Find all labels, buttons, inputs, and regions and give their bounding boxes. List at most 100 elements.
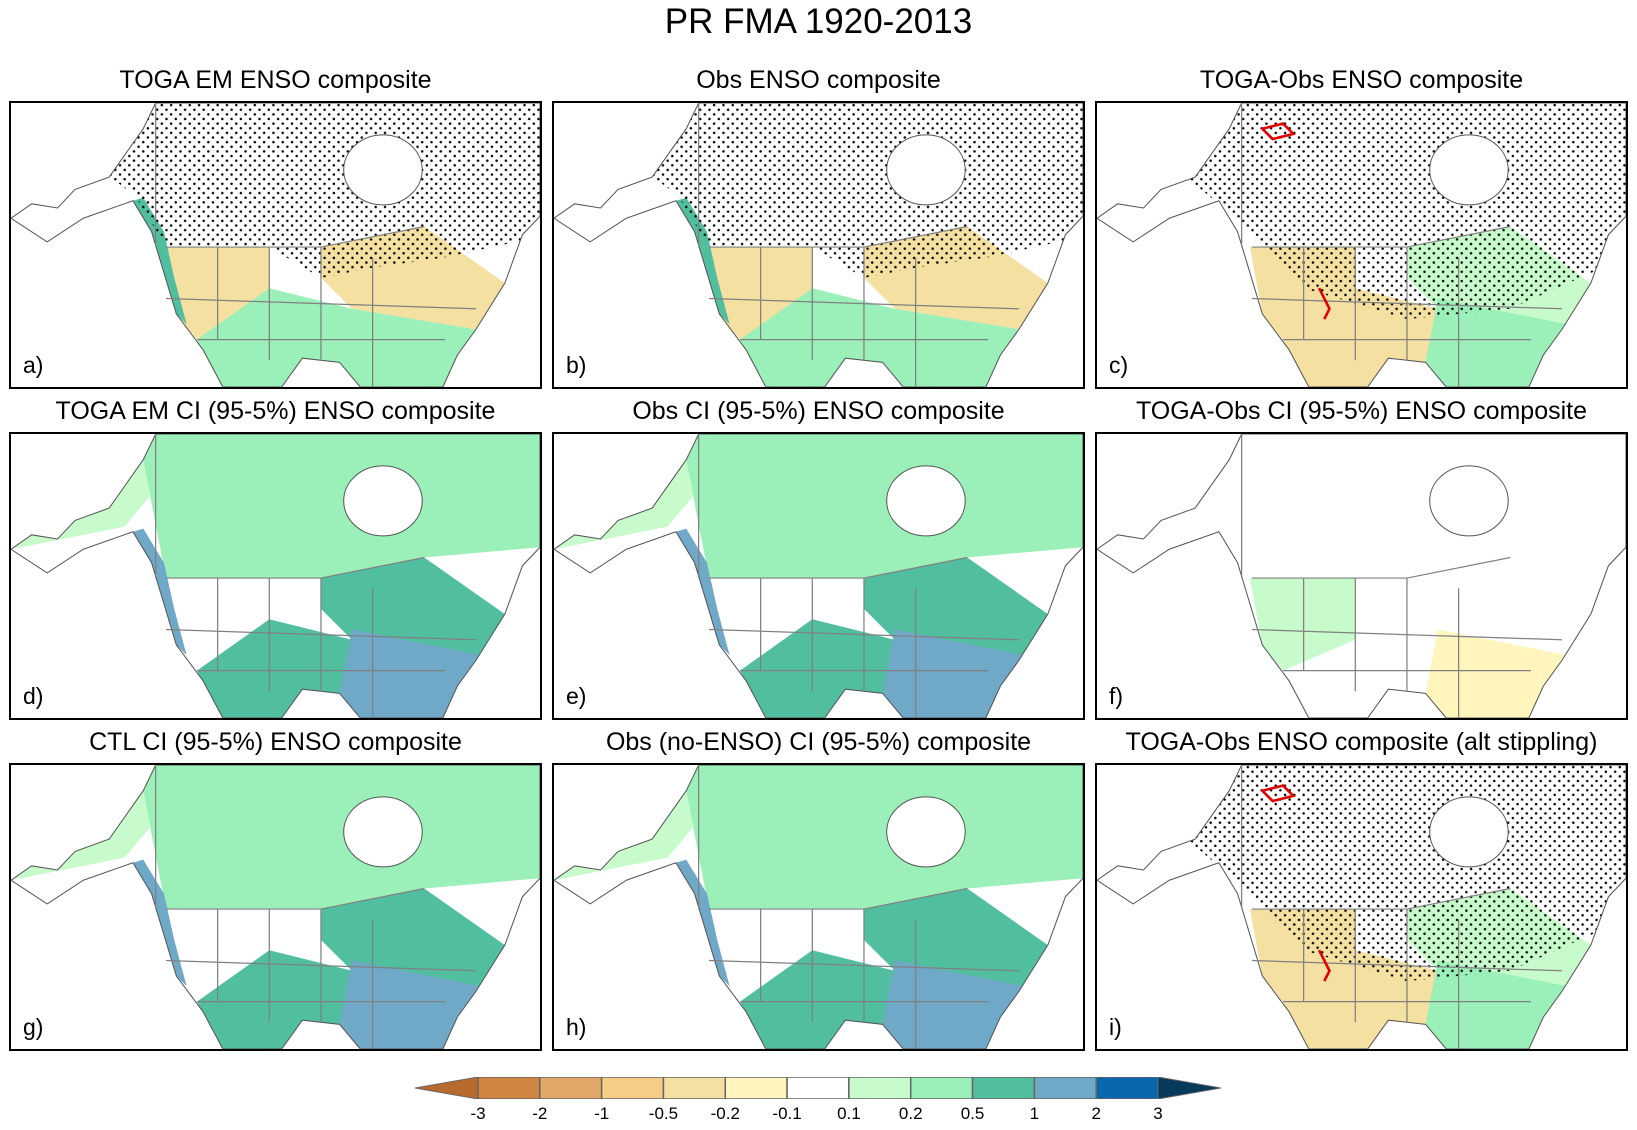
map-panel-c: c) <box>1095 101 1628 389</box>
panel-title-i: TOGA-Obs ENSO composite (alt stippling) <box>1125 728 1598 756</box>
panel-title-c: TOGA-Obs ENSO composite <box>1199 66 1524 94</box>
colorbar-tick-label: -0.5 <box>648 1104 679 1123</box>
map-panel-d: d) <box>9 432 542 720</box>
panel-title-d: TOGA EM CI (95-5%) ENSO composite <box>55 397 496 425</box>
stippling <box>1097 103 1626 320</box>
figure-title: PR FMA 1920-2013 <box>664 2 973 41</box>
hudson-bay <box>886 465 966 537</box>
state-borders <box>1241 434 1562 718</box>
colorbar-box <box>848 1077 912 1099</box>
hudson-bay <box>886 796 966 868</box>
hudson-bay <box>1429 796 1509 868</box>
stippling <box>554 103 1083 278</box>
colorbar-tick-label: -2 <box>532 1104 548 1123</box>
colorbar-tick-label: 0.5 <box>960 1104 985 1123</box>
shaded-region <box>739 288 1019 387</box>
stippling <box>11 103 540 278</box>
shaded-region <box>1229 434 1626 579</box>
shaded-region <box>686 434 1083 579</box>
map-panel-i: i) <box>1095 763 1628 1051</box>
panel-title-g: CTL CI (95-5%) ENSO composite <box>89 728 462 756</box>
stippling <box>1097 765 1626 982</box>
panel-label: d) <box>23 683 44 709</box>
shaded-region <box>675 859 730 987</box>
significance-contour <box>1259 784 1331 982</box>
panel-label: f) <box>1109 683 1124 709</box>
shaded-region <box>132 197 187 325</box>
panel-label: a) <box>23 352 44 378</box>
colorbar-box <box>662 1077 727 1099</box>
colorbar <box>415 1077 1221 1099</box>
panel-title-e: Obs CI (95-5%) ENSO composite <box>632 397 1005 425</box>
hudson-bay <box>1429 465 1509 537</box>
shaded-region <box>11 790 151 881</box>
shaded-region <box>882 960 1025 1049</box>
state-borders <box>1241 103 1562 387</box>
panel-label: b) <box>566 352 587 378</box>
map-panel-a: a) <box>9 101 542 389</box>
map-panel-f: f) <box>1095 432 1628 720</box>
hudson-bay <box>343 796 423 868</box>
panel-label: e) <box>566 683 587 709</box>
panel-title-b: Obs ENSO composite <box>696 66 941 94</box>
shaded-region <box>339 629 482 718</box>
shaded-region <box>675 197 730 325</box>
shaded-region <box>1425 629 1568 718</box>
hudson-bay <box>343 134 423 206</box>
shaded-region <box>196 288 476 387</box>
significance-contour <box>1259 122 1331 320</box>
panel-label: h) <box>566 1014 587 1040</box>
panel-label: g) <box>23 1014 44 1040</box>
shaded-region <box>686 765 1083 910</box>
colorbar-arrow-low <box>415 1077 479 1099</box>
colorbar-tick-label: 0.2 <box>898 1104 923 1123</box>
state-borders <box>698 765 1019 1049</box>
panel-title-a: TOGA EM ENSO composite <box>119 66 432 94</box>
colorbar-tick-label: 3 <box>1153 1104 1163 1123</box>
hudson-bay <box>886 134 966 206</box>
colorbar-box <box>786 1077 850 1099</box>
state-borders <box>698 434 1019 718</box>
colorbar-tick-label: 1 <box>1029 1104 1040 1123</box>
hudson-bay <box>1429 134 1509 206</box>
colorbar-tick-label: -3 <box>470 1104 486 1123</box>
map-panel-b: b) <box>552 101 1085 389</box>
colorbar-box <box>539 1077 603 1099</box>
colorbar-tick-label: -0.1 <box>772 1104 802 1123</box>
colorbar-box <box>1033 1077 1097 1099</box>
shaded-region <box>1425 298 1568 387</box>
panel-title-h: Obs (no-ENSO) CI (95-5%) composite <box>605 728 1032 756</box>
colorbar-box <box>971 1077 1036 1099</box>
state-borders <box>155 434 476 718</box>
state-borders <box>155 103 476 387</box>
colorbar-tick-label: 0.1 <box>837 1104 861 1123</box>
state-borders <box>155 765 476 1049</box>
colorbar-box <box>724 1077 788 1099</box>
colorbar-arrow-high <box>1157 1077 1221 1099</box>
shaded-region <box>143 765 540 910</box>
shaded-region <box>132 528 187 656</box>
state-borders <box>698 103 1019 387</box>
hudson-bay <box>343 465 423 537</box>
shaded-region <box>143 434 540 579</box>
shaded-region <box>554 790 694 881</box>
panel-label: c) <box>1109 352 1129 378</box>
colorbar-box <box>909 1077 974 1099</box>
colorbar-box <box>1095 1077 1159 1099</box>
shaded-region <box>339 960 482 1049</box>
shaded-region <box>882 629 1025 718</box>
state-borders <box>1241 765 1562 1049</box>
map-panel-h: h) <box>552 763 1085 1051</box>
colorbar-tick-label: 2 <box>1091 1104 1101 1123</box>
shaded-region <box>554 459 694 550</box>
shaded-region <box>675 528 730 656</box>
panel-title-f: TOGA-Obs CI (95-5%) ENSO composite <box>1135 397 1588 425</box>
colorbar-box <box>477 1077 541 1099</box>
shaded-region <box>132 859 187 987</box>
panel-label: i) <box>1109 1014 1122 1040</box>
shaded-region <box>1425 960 1568 1049</box>
map-panel-g: g) <box>9 763 542 1051</box>
colorbar-tick-label: -1 <box>594 1104 610 1123</box>
map-panel-e: e) <box>552 432 1085 720</box>
shaded-region <box>1249 578 1356 671</box>
